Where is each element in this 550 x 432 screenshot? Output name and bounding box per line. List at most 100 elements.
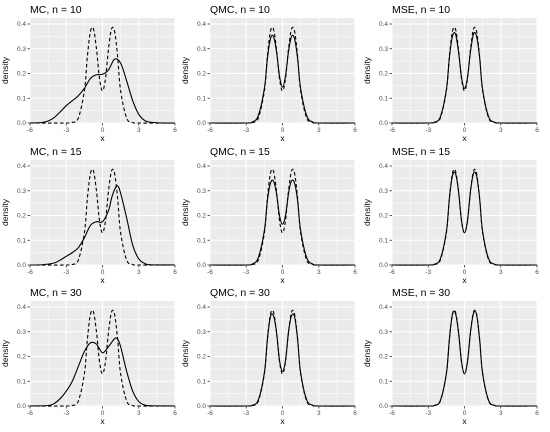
x-tick-label: -3 bbox=[425, 269, 431, 276]
y-tick-label: 0.1 bbox=[379, 378, 388, 385]
solid-density-line bbox=[209, 179, 356, 266]
x-tick-label: -3 bbox=[63, 410, 69, 417]
y-tick-label: 0.2 bbox=[197, 213, 206, 220]
x-tick-label: -6 bbox=[389, 410, 395, 417]
x-tick-label: 3 bbox=[137, 410, 141, 417]
chart-title: MSE, n = 30 bbox=[392, 287, 450, 299]
x-axis-title: x bbox=[100, 133, 105, 143]
y-tick-label: 0.4 bbox=[197, 163, 206, 170]
x-axis-title: x bbox=[100, 416, 105, 426]
chart-title: MC, n = 30 bbox=[30, 287, 82, 299]
y-tick-label: 0.3 bbox=[17, 188, 26, 195]
solid-density-line bbox=[29, 337, 176, 407]
x-tick-label: -6 bbox=[207, 269, 213, 276]
y-tick-label: 0.0 bbox=[379, 120, 388, 127]
solid-density-line bbox=[29, 58, 176, 124]
dashed-density-line bbox=[391, 26, 538, 124]
y-tick-label: 0.0 bbox=[197, 262, 206, 269]
y-tick-label: 0.3 bbox=[17, 329, 26, 336]
x-axis-title: x bbox=[280, 133, 285, 143]
x-tick-label: 6 bbox=[173, 269, 177, 276]
y-tick-label: 0.4 bbox=[197, 304, 206, 311]
x-tick-label: -6 bbox=[27, 269, 33, 276]
x-tick-label: 0 bbox=[463, 127, 467, 134]
chart-panel: -6 -3 0 3 6 0.0 0.1 0.2 0.3 0.4 MC, n = 10 x density bbox=[0, 4, 177, 143]
x-tick-label: 0 bbox=[101, 269, 105, 276]
x-tick-label: 3 bbox=[317, 410, 321, 417]
y-tick-label: 0.1 bbox=[17, 378, 26, 385]
y-tick-label: 0.0 bbox=[379, 403, 388, 410]
x-tick-label: 0 bbox=[463, 410, 467, 417]
y-tick-label: 0.0 bbox=[17, 403, 26, 410]
y-tick-label: 0.2 bbox=[197, 354, 206, 361]
x-tick-label: 6 bbox=[353, 269, 357, 276]
y-tick-label: 0.3 bbox=[379, 188, 388, 195]
dashed-density-line bbox=[209, 309, 356, 407]
x-tick-label: -3 bbox=[425, 127, 431, 134]
y-tick-label: 0.1 bbox=[197, 237, 206, 244]
y-tick-label: 0.1 bbox=[379, 95, 388, 102]
chart-title: QMC, n = 15 bbox=[210, 146, 270, 158]
y-tick-label: 0.1 bbox=[17, 237, 26, 244]
y-tick-label: 0.0 bbox=[197, 120, 206, 127]
y-axis-title: density bbox=[180, 339, 190, 367]
dashed-density-line bbox=[209, 26, 356, 124]
chart-title: QMC, n = 30 bbox=[210, 287, 270, 299]
x-tick-label: 6 bbox=[353, 410, 357, 417]
y-axis-title: density bbox=[362, 198, 372, 226]
y-tick-label: 0.2 bbox=[379, 213, 388, 220]
x-tick-label: 3 bbox=[499, 410, 503, 417]
x-tick-label: -3 bbox=[243, 127, 249, 134]
x-tick-label: 6 bbox=[173, 127, 177, 134]
chart-title: MSE, n = 15 bbox=[392, 146, 450, 158]
chart-title: QMC, n = 10 bbox=[210, 4, 270, 16]
chart-panel: -6 -3 0 3 6 0.0 0.1 0.2 0.3 0.4 MSE, n = 30 x densit… bbox=[362, 287, 539, 426]
chart-panel: -6 -3 0 3 6 0.0 0.1 0.2 0.3 0.4 QMC, n = 15 x densit… bbox=[180, 146, 357, 285]
y-axis-title: density bbox=[180, 56, 190, 84]
x-tick-label: 3 bbox=[317, 269, 321, 276]
x-tick-label: -3 bbox=[63, 127, 69, 134]
x-axis-title: x bbox=[280, 416, 285, 426]
dashed-density-line bbox=[391, 309, 538, 407]
y-axis-title: density bbox=[362, 339, 372, 367]
y-tick-label: 0.4 bbox=[17, 304, 26, 311]
x-tick-label: -3 bbox=[63, 269, 69, 276]
x-tick-label: -6 bbox=[207, 127, 213, 134]
chart-panel: -6 -3 0 3 6 0.0 0.1 0.2 0.3 0.4 QMC, n = 10 x densit… bbox=[180, 4, 357, 143]
x-tick-label: 0 bbox=[281, 127, 285, 134]
chart-panel: -6 -3 0 3 6 0.0 0.1 0.2 0.3 0.4 MC, n = 15 x density bbox=[0, 146, 177, 285]
y-tick-label: 0.4 bbox=[197, 21, 206, 28]
y-tick-label: 0.1 bbox=[379, 237, 388, 244]
y-tick-label: 0.2 bbox=[379, 354, 388, 361]
y-tick-label: 0.0 bbox=[17, 262, 26, 269]
x-tick-label: 6 bbox=[535, 269, 539, 276]
x-tick-label: 3 bbox=[317, 127, 321, 134]
x-tick-label: 6 bbox=[535, 410, 539, 417]
y-tick-label: 0.4 bbox=[379, 304, 388, 311]
y-tick-label: 0.3 bbox=[379, 329, 388, 336]
y-axis-title: density bbox=[362, 56, 372, 84]
y-tick-label: 0.4 bbox=[17, 163, 26, 170]
y-tick-label: 0.0 bbox=[379, 262, 388, 269]
chart-title: MC, n = 15 bbox=[30, 146, 82, 158]
y-tick-label: 0.3 bbox=[197, 188, 206, 195]
y-tick-label: 0.3 bbox=[379, 46, 388, 53]
y-tick-label: 0.3 bbox=[17, 46, 26, 53]
y-tick-label: 0.1 bbox=[197, 378, 206, 385]
x-tick-label: -6 bbox=[389, 269, 395, 276]
y-axis-title: density bbox=[0, 339, 10, 367]
y-tick-label: 0.2 bbox=[379, 71, 388, 78]
x-tick-label: -6 bbox=[27, 410, 33, 417]
solid-density-line bbox=[209, 34, 356, 124]
chart-panel: -6 -3 0 3 6 0.0 0.1 0.2 0.3 0.4 MSE, n = 15 x densit… bbox=[362, 146, 539, 285]
y-tick-label: 0.4 bbox=[379, 21, 388, 28]
x-tick-label: -6 bbox=[27, 127, 33, 134]
x-axis-title: x bbox=[462, 416, 467, 426]
x-axis-title: x bbox=[462, 275, 467, 285]
y-tick-label: 0.3 bbox=[197, 46, 206, 53]
x-tick-label: 0 bbox=[281, 410, 285, 417]
dashed-density-line bbox=[29, 26, 176, 124]
x-tick-label: 0 bbox=[281, 269, 285, 276]
y-axis-title: density bbox=[180, 198, 190, 226]
